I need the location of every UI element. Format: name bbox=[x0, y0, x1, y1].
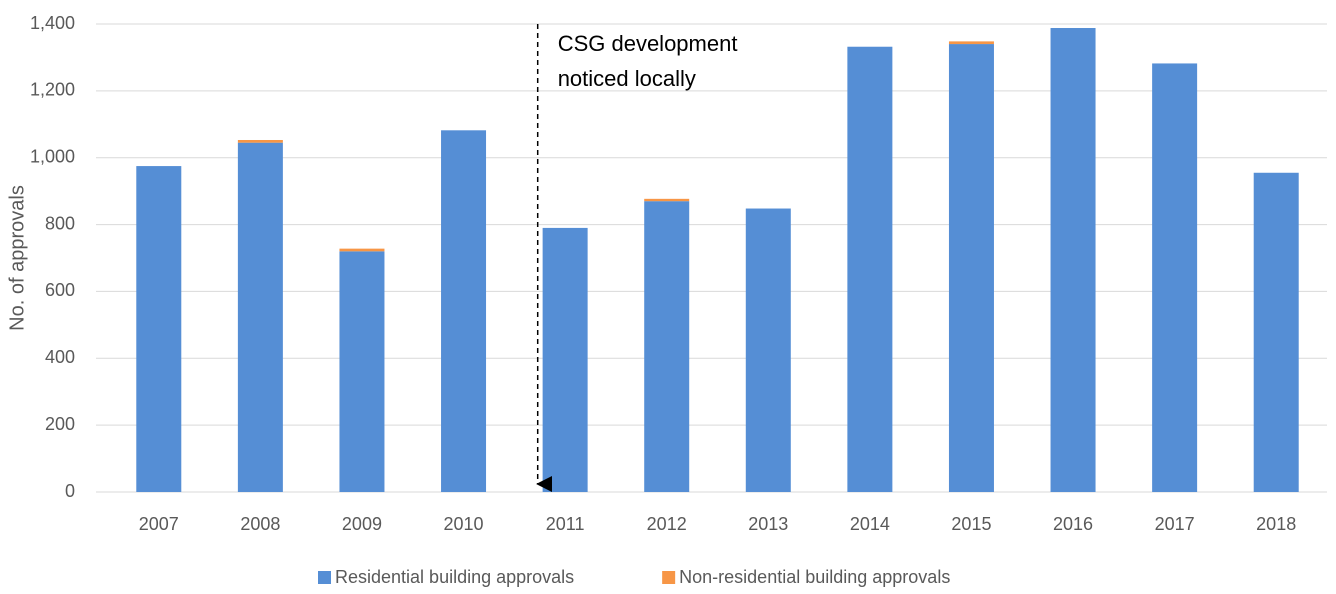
bar-segment bbox=[644, 198, 690, 202]
bar-segment bbox=[542, 227, 588, 492]
y-tick-label: 0 bbox=[65, 481, 75, 501]
annotation-text: CSG development bbox=[558, 31, 738, 56]
bar-segment bbox=[948, 44, 994, 493]
x-tick-label: 2008 bbox=[240, 514, 280, 534]
y-tick-label: 600 bbox=[45, 280, 75, 300]
bar-segment bbox=[136, 166, 182, 493]
bar-segment bbox=[237, 139, 283, 143]
legend-swatch bbox=[318, 571, 331, 584]
bar-segment bbox=[339, 251, 385, 492]
bar-segment bbox=[237, 142, 283, 492]
x-tick-label: 2013 bbox=[748, 514, 788, 534]
y-tick-label: 800 bbox=[45, 213, 75, 233]
bar-segment bbox=[948, 41, 994, 45]
x-tick-label: 2017 bbox=[1155, 514, 1195, 534]
annotation-text: noticed locally bbox=[558, 66, 696, 91]
x-tick-label: 2011 bbox=[546, 514, 585, 534]
bar-segment bbox=[644, 201, 690, 492]
x-tick-label: 2010 bbox=[444, 514, 484, 534]
y-tick-label: 1,000 bbox=[30, 146, 75, 166]
x-tick-label: 2015 bbox=[951, 514, 991, 534]
x-tick-label: 2007 bbox=[139, 514, 179, 534]
legend-label: Residential building approvals bbox=[335, 567, 574, 587]
bar-segment bbox=[1050, 28, 1096, 493]
legend-label: Non-residential building approvals bbox=[679, 567, 950, 587]
y-tick-label: 400 bbox=[45, 347, 75, 367]
bar-segment bbox=[1253, 172, 1299, 492]
bar-segment bbox=[339, 248, 385, 252]
bar-segment bbox=[745, 208, 791, 493]
bar-segment bbox=[441, 130, 487, 492]
x-tick-label: 2014 bbox=[850, 514, 890, 534]
x-tick-label: 2016 bbox=[1053, 514, 1093, 534]
legend-swatch bbox=[662, 571, 676, 584]
bar-segment bbox=[847, 46, 893, 492]
x-tick-label: 2009 bbox=[342, 514, 382, 534]
y-tick-label: 1,400 bbox=[30, 13, 75, 33]
x-tick-label: 2012 bbox=[647, 514, 687, 534]
y-tick-label: 200 bbox=[45, 414, 75, 434]
y-axis-title: No. of approvals bbox=[6, 185, 28, 331]
x-tick-label: 2018 bbox=[1256, 514, 1296, 534]
bar-segment bbox=[1152, 63, 1198, 493]
y-tick-label: 1,200 bbox=[30, 80, 75, 100]
